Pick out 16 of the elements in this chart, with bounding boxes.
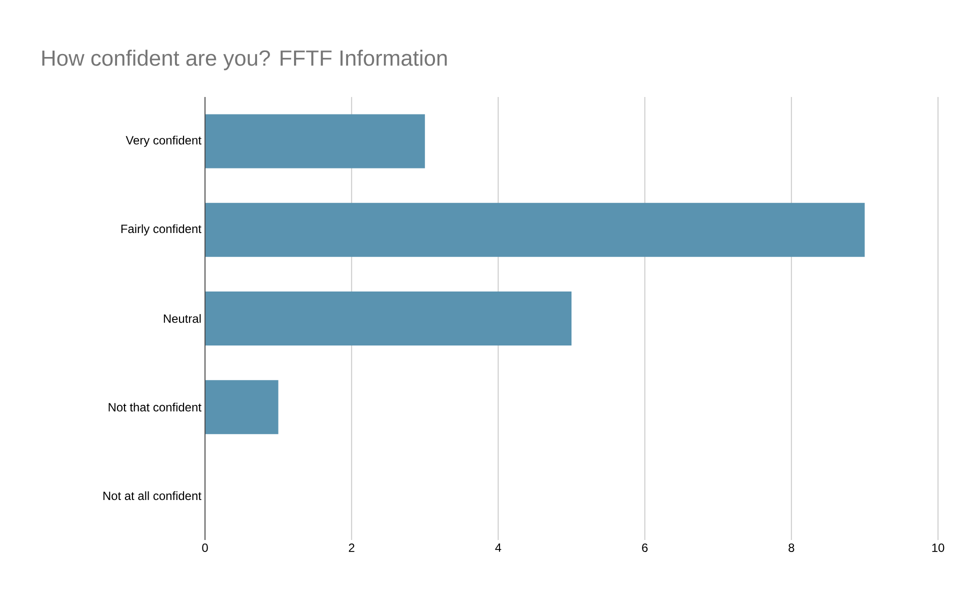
- x-tick-label: 0: [202, 544, 208, 552]
- bar: [205, 202, 865, 257]
- bar: [205, 114, 425, 168]
- bar: [205, 291, 572, 346]
- y-tick-label: Very confident: [126, 136, 202, 147]
- x-tick-label: 8: [788, 544, 794, 552]
- x-tick-label: 4: [495, 544, 502, 552]
- y-tick-label: Not that confident: [108, 402, 202, 412]
- y-tick-label: Neutral: [164, 314, 201, 323]
- x-tick-label: 6: [642, 544, 648, 552]
- x-tick-label: 10: [932, 544, 944, 552]
- chart-title: How confident are you? FFTF Information: [42, 50, 447, 70]
- y-tick-label: Not at all confident: [103, 491, 202, 500]
- bar: [205, 380, 278, 434]
- x-tick-label: 2: [348, 544, 354, 552]
- y-tick-label: Fairly confident: [121, 224, 202, 236]
